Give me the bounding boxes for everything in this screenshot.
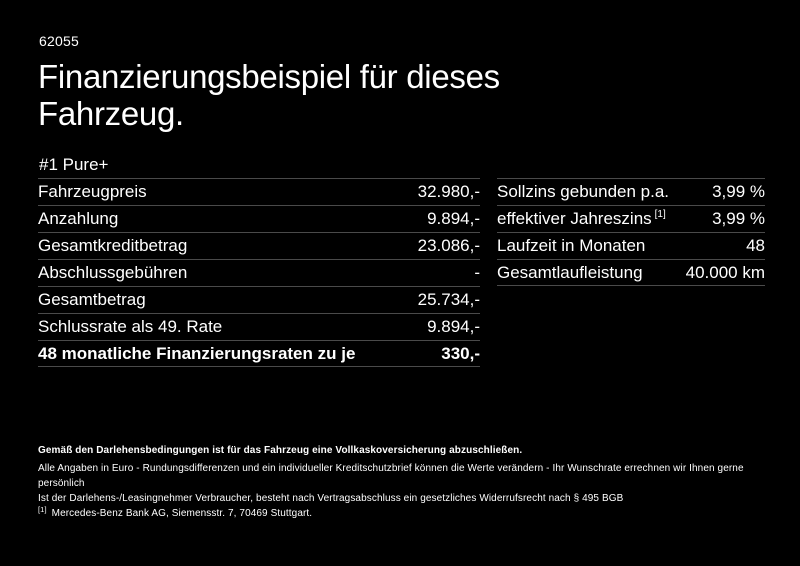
row-value: 3,99 % (712, 182, 765, 201)
page-title: Finanzierungsbeispiel für dieses Fahrzeu… (38, 58, 500, 132)
row-label: Anzahlung (38, 209, 119, 228)
row-value: 9.894,- (427, 317, 480, 336)
row-value: 48 (746, 236, 765, 255)
table-row-abschlussgebuehren: Abschlussgebühren - (38, 259, 480, 286)
table-row-schlussrate: Schlussrate als 49. Rate 9.894,- (38, 313, 480, 340)
table-row-gesamtlaufleistung: Gesamtlaufleistung 40.000 km (497, 259, 765, 286)
footnote-text: Mercedes-Benz Bank AG, Siemensstr. 7, 70… (51, 508, 313, 519)
footnote-reference-mark: [1] (654, 209, 666, 221)
footer-disclaimer-2: Ist der Darlehens-/Leasingnehmer Verbrau… (38, 493, 624, 504)
row-label: Laufzeit in Monaten (497, 236, 646, 255)
table-row-monatsrate: 48 monatliche Finanzierungsraten zu je 3… (38, 340, 480, 367)
table-row-fahrzeugpreis: Fahrzeugpreis 32.980,- (38, 178, 480, 205)
footer-disclaimer-1: Alle Angaben in Euro - Rundungsdifferenz… (38, 463, 744, 489)
row-label: 48 monatliche Finanzierungsraten zu je (38, 343, 356, 363)
row-value: 32.980,- (417, 182, 480, 201)
row-label: Gesamtkreditbetrag (38, 236, 188, 255)
table-row-sollzins: Sollzins gebunden p.a. 3,99 % (497, 178, 765, 205)
table-row-effektiver-jahreszins: effektiver Jahreszins [1] 3,99 % (497, 205, 765, 232)
row-value: 330,- (441, 343, 480, 363)
row-value: 23.086,- (417, 236, 480, 255)
footer-insurance-note: Gemäß den Darlehensbedingungen ist für d… (38, 445, 523, 456)
table-row-laufzeit: Laufzeit in Monaten 48 (497, 232, 765, 259)
table-row-gesamtbetrag: Gesamtbetrag 25.734,- (38, 286, 480, 313)
financing-table-left: Fahrzeugpreis 32.980,- Anzahlung 9.894,-… (38, 178, 480, 367)
row-label-text: effektiver Jahreszins (497, 209, 652, 228)
row-label: Sollzins gebunden p.a. (497, 182, 670, 201)
page-title-line-1: Finanzierungsbeispiel für dieses (38, 58, 500, 95)
page-title-line-2: Fahrzeug. (38, 95, 184, 132)
row-value: - (474, 263, 480, 282)
row-label: Gesamtbetrag (38, 290, 146, 309)
row-value: 40.000 km (685, 262, 765, 282)
row-value: 9.894,- (427, 209, 480, 228)
footnote-marker: [1] (38, 504, 47, 514)
row-label: Gesamtlaufleistung (497, 262, 643, 282)
table-row-anzahlung: Anzahlung 9.894,- (38, 205, 480, 232)
row-label: Schlussrate als 49. Rate (38, 317, 223, 336)
reference-number: 62055 (39, 33, 79, 49)
row-value: 25.734,- (417, 290, 480, 309)
footer-footnote: [1] Mercedes-Benz Bank AG, Siemensstr. 7,… (38, 504, 778, 521)
legal-footer: Gemäß den Darlehensbedingungen ist für d… (38, 443, 778, 521)
row-value: 3,99 % (712, 209, 765, 228)
table-row-gesamtkreditbetrag: Gesamtkreditbetrag 23.086,- (38, 232, 480, 259)
model-variant-title: #1 Pure+ (39, 155, 109, 174)
financing-table-right: Sollzins gebunden p.a. 3,99 % effektiver… (497, 178, 765, 286)
row-label: Fahrzeugpreis (38, 182, 147, 201)
row-label: effektiver Jahreszins [1] (497, 209, 666, 229)
row-label: Abschlussgebühren (38, 263, 188, 282)
